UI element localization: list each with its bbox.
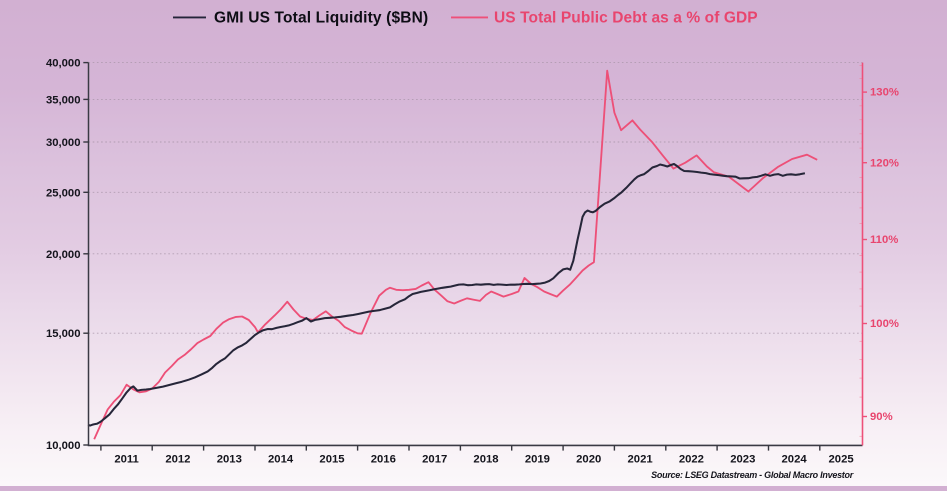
svg-text:2012: 2012	[165, 454, 190, 466]
svg-text:Source: LSEG Datastream - Glob: Source: LSEG Datastream - Global Macro I…	[651, 470, 854, 480]
svg-text:2021: 2021	[628, 454, 653, 466]
svg-text:120%: 120%	[870, 157, 899, 169]
svg-text:2017: 2017	[422, 454, 447, 466]
svg-text:2011: 2011	[114, 454, 139, 466]
svg-text:2023: 2023	[730, 454, 755, 466]
svg-text:2015: 2015	[319, 454, 344, 466]
svg-text:2014: 2014	[268, 454, 294, 466]
svg-text:35,000: 35,000	[46, 94, 81, 106]
svg-text:2024: 2024	[782, 454, 808, 466]
svg-text:25,000: 25,000	[46, 187, 81, 199]
svg-text:90%: 90%	[870, 411, 893, 423]
svg-text:US Total Public Debt as a % of: US Total Public Debt as a % of GDP	[494, 10, 758, 27]
svg-text:110%: 110%	[870, 234, 898, 246]
svg-text:15,000: 15,000	[46, 328, 81, 340]
svg-text:2020: 2020	[576, 454, 601, 466]
svg-text:100%: 100%	[870, 318, 899, 330]
svg-text:10,000: 10,000	[46, 440, 81, 452]
svg-text:2016: 2016	[371, 454, 396, 466]
svg-text:2018: 2018	[473, 454, 498, 466]
svg-text:2022: 2022	[679, 454, 704, 466]
svg-text:2025: 2025	[829, 454, 854, 466]
svg-text:40,000: 40,000	[46, 58, 81, 70]
svg-text:2013: 2013	[217, 454, 242, 466]
svg-text:30,000: 30,000	[46, 137, 81, 149]
svg-text:2019: 2019	[525, 454, 550, 466]
svg-text:130%: 130%	[870, 87, 899, 99]
svg-text:20,000: 20,000	[46, 249, 81, 261]
svg-text:GMI US Total Liquidity ($BN): GMI US Total Liquidity ($BN)	[214, 10, 428, 27]
